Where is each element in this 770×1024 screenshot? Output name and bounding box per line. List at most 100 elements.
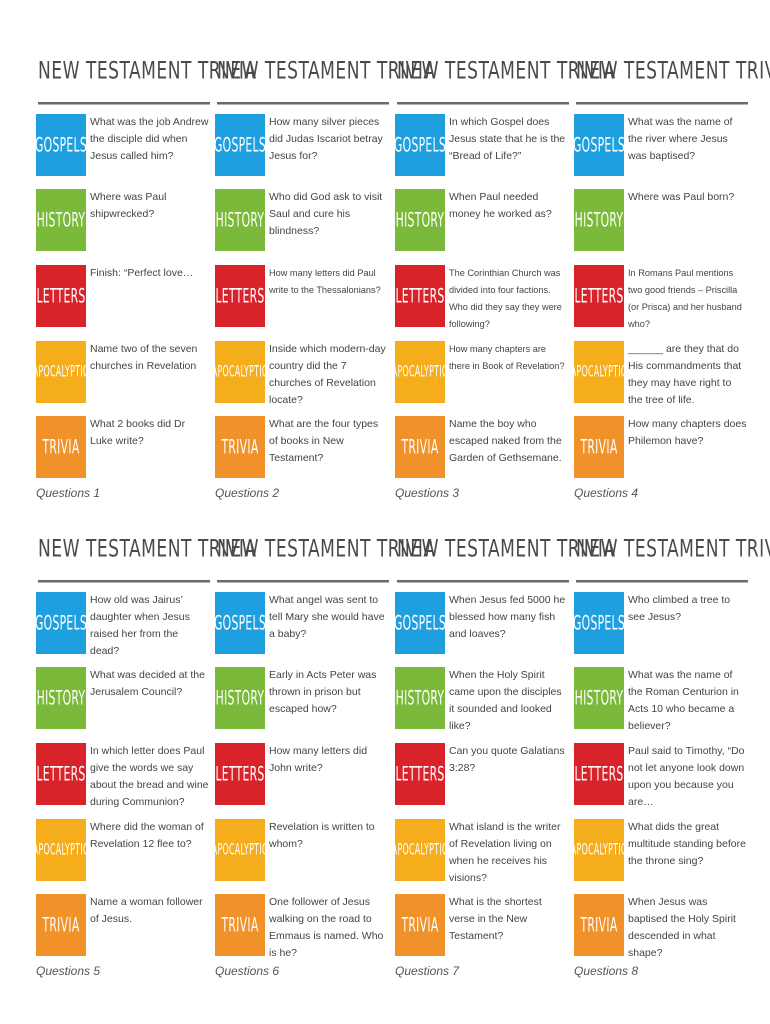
category-badge-gospels: GOSPELS: [395, 592, 445, 654]
category-badge-trivia: TRIVIA: [574, 416, 624, 478]
category-label: GOSPELS: [215, 611, 265, 635]
category-badge-gospels: GOSPELS: [395, 114, 445, 176]
trivia-card-5: NEW TESTAMENT TRIVIA GOSPELS How old was J…: [36, 530, 256, 980]
question-row-gospels: GOSPELS What was the name of the river wh…: [574, 114, 749, 176]
question-row-gospels: GOSPELS What was the job Andrew the disci…: [36, 114, 211, 176]
question-text: ______ are they that do His commandments…: [628, 343, 742, 406]
category-label: LETTERS: [36, 762, 86, 786]
category-badge-letters: LETTERS: [36, 265, 86, 327]
question-text: Name the boy who escaped naked from the …: [449, 418, 562, 464]
question-row-letters: LETTERS How many letters did Paul write t…: [215, 265, 390, 327]
question-row-trivia: TRIVIA What 2 books did Dr Luke write?: [36, 416, 211, 478]
question-text: When Jesus fed 5000 he blessed how many …: [449, 594, 566, 640]
question-text: In which Gospel does Jesus state that he…: [449, 116, 566, 162]
category-badge-letters: LETTERS: [395, 265, 445, 327]
category-badge-apocalyptic: APOCALYPTIC: [395, 341, 445, 403]
question-row-apocalyptic: APOCALYPTICWhere did the woman of Revela…: [36, 819, 211, 881]
question-row-history: HISTORY Early in Acts Peter was thrown in…: [215, 667, 390, 729]
question-text: The Corinthian Church was divided into f…: [449, 268, 562, 329]
card-title: NEW TESTAMENT TRIVIA: [38, 52, 256, 105]
question-row-trivia: TRIVIA One follower of Jesus walking on t…: [215, 894, 390, 959]
question-text: What was the name of the Roman Centurion…: [628, 669, 739, 732]
category-label: HISTORY: [215, 686, 265, 710]
question-row-history: HISTORY Where was Paul born?: [574, 189, 749, 251]
trivia-card-7: NEW TESTAMENT TRIVIA GOSPELS When Jesus fe…: [395, 530, 615, 980]
category-label: TRIVIA: [221, 913, 259, 937]
question-text: What dids the great multitude standing b…: [628, 821, 746, 867]
question-row-apocalyptic: APOCALYPTIC______ are they that do His c…: [574, 341, 749, 406]
question-row-history: HISTORY When the Holy Spirit came upon th…: [395, 667, 570, 732]
trivia-card-2: NEW TESTAMENT TRIVIA GOSPELS How many silv…: [215, 52, 435, 502]
category-badge-history: HISTORY: [574, 189, 624, 251]
category-badge-gospels: GOSPELS: [36, 114, 86, 176]
card-footer: Questions 8: [574, 964, 639, 978]
category-badge-gospels: GOSPELS: [574, 592, 624, 654]
question-text: Early in Acts Peter was thrown in prison…: [269, 669, 377, 715]
question-row-trivia: TRIVIA How many chapters does Philemon ha…: [574, 416, 749, 478]
card-title: NEW TESTAMENT TRIVIA: [397, 530, 615, 583]
question-row-letters: LETTERS In which letter does Paul give th…: [36, 743, 211, 808]
question-row-letters: LETTERS In Romans Paul mentions two good …: [574, 265, 749, 329]
question-text: Name a woman follower of Jesus.: [90, 896, 203, 925]
category-label: TRIVIA: [401, 435, 439, 459]
category-badge-apocalyptic: APOCALYPTIC: [36, 819, 86, 881]
category-badge-trivia: TRIVIA: [36, 894, 86, 956]
category-label: GOSPELS: [395, 133, 445, 157]
category-label: HISTORY: [36, 686, 86, 710]
card-footer: Questions 1: [36, 486, 101, 500]
question-row-apocalyptic: APOCALYPTICHow many chapters are there i…: [395, 341, 570, 403]
category-badge-apocalyptic: APOCALYPTIC: [574, 819, 624, 881]
category-label: LETTERS: [395, 284, 445, 308]
question-text: Inside which modern-day country did the …: [269, 343, 386, 406]
category-badge-trivia: TRIVIA: [36, 416, 86, 478]
question-text: In Romans Paul mentions two good friends…: [628, 268, 742, 329]
question-row-trivia: TRIVIA Name a woman follower of Jesus.: [36, 894, 211, 956]
category-badge-apocalyptic: APOCALYPTIC: [36, 341, 86, 403]
category-label: HISTORY: [215, 208, 265, 232]
category-label: GOSPELS: [574, 133, 624, 157]
question-text: Who did God ask to visit Saul and cure h…: [269, 191, 383, 237]
question-text: Can you quote Galatians 3:28?: [449, 745, 565, 774]
question-text: Where was Paul shipwrecked?: [90, 191, 167, 220]
question-text: What is the shortest verse in the New Te…: [449, 896, 542, 942]
card-footer: Questions 5: [36, 964, 101, 978]
question-text: What island is the writer of Revelation …: [449, 821, 561, 884]
category-label: APOCALYPTIC: [395, 841, 445, 859]
category-label: APOCALYPTIC: [574, 363, 624, 381]
question-row-trivia: TRIVIA Name the boy who escaped naked fro…: [395, 416, 570, 478]
question-text: What 2 books did Dr Luke write?: [90, 418, 186, 447]
question-row-history: HISTORY Who did God ask to visit Saul and…: [215, 189, 390, 251]
category-label: LETTERS: [574, 284, 624, 308]
trivia-card-3: NEW TESTAMENT TRIVIA GOSPELS In which Gosp…: [395, 52, 615, 502]
question-row-apocalyptic: APOCALYPTICName two of the seven churche…: [36, 341, 211, 403]
category-badge-history: HISTORY: [395, 667, 445, 729]
category-badge-letters: LETTERS: [574, 265, 624, 327]
card-footer: Questions 7: [395, 964, 460, 978]
card-footer: Questions 6: [215, 964, 280, 978]
card-footer: Questions 3: [395, 486, 460, 500]
card-title: NEW TESTAMENT TRIVIA: [217, 530, 435, 583]
category-label: LETTERS: [215, 284, 265, 308]
question-row-history: HISTORY What was the name of the Roman Ce…: [574, 667, 749, 732]
question-row-trivia: TRIVIA When Jesus was baptised the Holy S…: [574, 894, 749, 959]
question-row-trivia: TRIVIA What is the shortest verse in the …: [395, 894, 570, 956]
card-title: NEW TESTAMENT TRIVIA: [397, 52, 615, 105]
category-label: HISTORY: [574, 208, 624, 232]
category-label: APOCALYPTIC: [215, 363, 265, 381]
question-row-history: HISTORY What was decided at the Jerusalem…: [36, 667, 211, 729]
question-text: How old was Jairus’ daughter when Jesus …: [90, 594, 190, 657]
category-label: GOSPELS: [215, 133, 265, 157]
question-row-apocalyptic: APOCALYPTICRevelation is written to whom…: [215, 819, 390, 881]
question-text: Where did the woman of Revelation 12 fle…: [90, 821, 204, 850]
category-badge-apocalyptic: APOCALYPTIC: [395, 819, 445, 881]
category-badge-gospels: GOSPELS: [215, 114, 265, 176]
card-footer: Questions 4: [574, 486, 639, 500]
category-badge-history: HISTORY: [215, 189, 265, 251]
category-badge-letters: LETTERS: [215, 265, 265, 327]
category-label: HISTORY: [574, 686, 624, 710]
category-label: TRIVIA: [580, 913, 618, 937]
question-text: What angel was sent to tell Mary she wou…: [269, 594, 385, 640]
question-text: Where was Paul born?: [628, 191, 735, 203]
